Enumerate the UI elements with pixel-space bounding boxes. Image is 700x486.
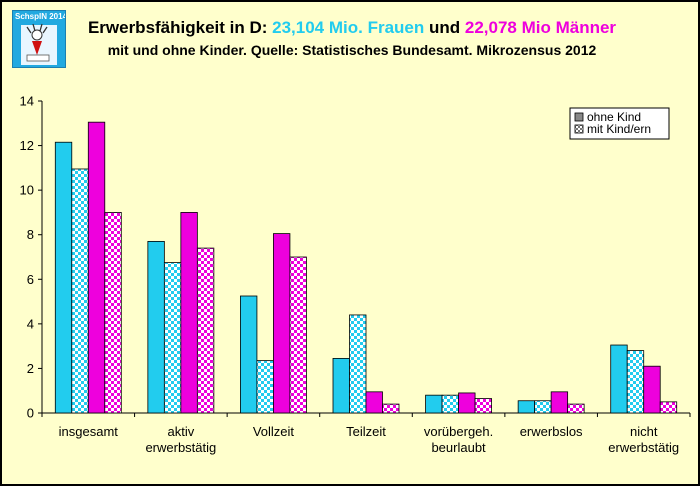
chart-title: Erwerbsfähigkeit in D: 23,104 Mio. Fraue… (2, 18, 700, 38)
bar-maenner-checker (567, 403, 585, 414)
bar-maenner-solid (180, 212, 198, 414)
legend-box (569, 107, 670, 140)
bar-frauen-checker (163, 262, 182, 414)
bar-frauen-solid (147, 240, 165, 414)
title-middle: und (424, 18, 465, 37)
bar-frauen-checker (534, 400, 552, 414)
y-tick-label: 10 (20, 183, 34, 198)
legend-swatch-solid (574, 112, 584, 122)
title-prefix: Erwerbsfähigkeit in D: (87, 18, 273, 37)
category-label: insgesamt (59, 424, 119, 439)
logo-text: SchspIN 2014 (15, 12, 66, 21)
bar-maenner-solid (365, 391, 383, 414)
bar-frauen-solid (332, 357, 350, 414)
bar-frauen-solid (610, 344, 628, 414)
bar-maenner-solid (643, 365, 661, 414)
schspin-logo: SchspIN 2014 (12, 10, 66, 68)
y-tick-label: 2 (27, 361, 34, 376)
bar-frauen-solid (240, 295, 258, 414)
logo-figure-icon (21, 23, 57, 65)
y-tick-label: 12 (20, 138, 34, 153)
bar-frauen-checker (441, 394, 459, 414)
bar-maenner-checker (382, 403, 400, 414)
y-tick-label: 0 (27, 406, 34, 421)
category-label: nicht (630, 424, 658, 439)
bar-maenner-solid (550, 391, 569, 414)
y-tick-label: 6 (27, 272, 34, 287)
legend-swatch-checker (574, 124, 584, 134)
bar-frauen-checker (349, 314, 367, 414)
category-label: erwerbstätig (145, 440, 216, 455)
y-tick-label: 4 (27, 316, 34, 331)
bar-frauen-checker (256, 360, 274, 414)
category-label: erwerbstätig (608, 440, 679, 455)
category-label: vorübergeh. (424, 424, 493, 439)
category-label: erwerbslos (520, 424, 583, 439)
bar-maenner-solid (458, 392, 476, 414)
bar-maenner-solid (273, 233, 291, 414)
category-label: Vollzeit (253, 424, 295, 439)
category-label: Teilzeit (346, 424, 386, 439)
chart-subtitle: mit und ohne Kinder. Quelle: Statistisch… (107, 42, 597, 58)
legend-label: mit Kind/ern (587, 122, 651, 136)
title-men: 22,078 Mio Männer (464, 18, 617, 37)
bar-frauen-solid (54, 141, 73, 414)
bar-frauen-solid (517, 400, 536, 414)
bar-maenner-solid (87, 121, 106, 414)
bar-frauen-checker (626, 350, 645, 414)
y-tick-label: 14 (20, 94, 34, 109)
title-women: 23,104 Mio. Frauen (272, 18, 425, 37)
bar-maenner-checker (104, 212, 122, 414)
bar-maenner-checker (196, 247, 215, 414)
legend-label: ohne Kind (587, 110, 641, 124)
bar-maenner-checker (474, 398, 492, 414)
y-tick-label: 8 (27, 227, 34, 242)
bar-frauen-checker (71, 168, 89, 414)
category-label: beurlaubt (431, 440, 486, 455)
bar-maenner-checker (289, 256, 307, 414)
bar-frauen-solid (425, 394, 443, 414)
category-label: aktiv (167, 424, 194, 439)
bar-maenner-checker (659, 401, 678, 414)
